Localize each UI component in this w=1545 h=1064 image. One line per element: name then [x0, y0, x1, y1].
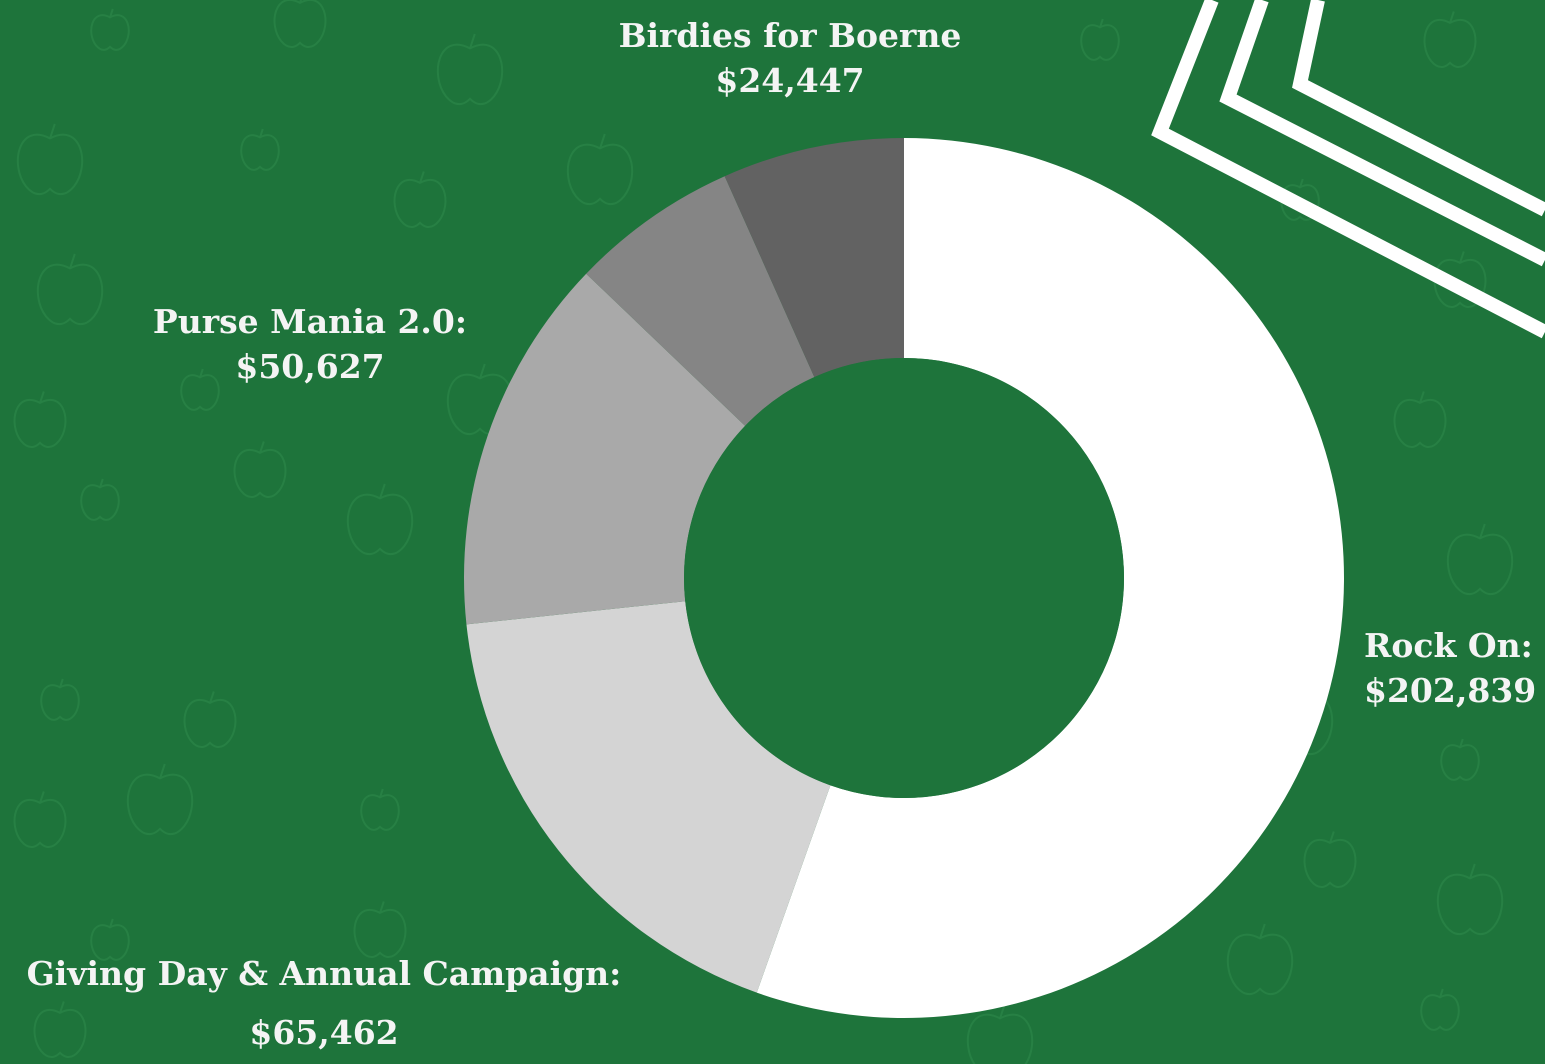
apple-icon: [1393, 391, 1447, 449]
apple-icon: [40, 678, 80, 721]
apple-icon: [360, 788, 400, 831]
apple-icon: [1420, 988, 1460, 1031]
apple-icon: [436, 33, 504, 106]
apple-icon: [80, 478, 120, 521]
apple-icon: [566, 133, 634, 206]
apple-icon: [393, 171, 447, 229]
slice-label-name: Birdies for Boerne: [618, 16, 962, 55]
slice-label-name: Rock On:: [1364, 626, 1533, 665]
donut-slice-2: [464, 273, 746, 625]
apple-icon: [36, 253, 104, 326]
donut-slice-4: [724, 138, 904, 378]
label-purse-mania: Purse Mania 2.0: $50,627: [120, 300, 500, 389]
apple-icon: [13, 391, 67, 449]
donut-slice-1: [466, 601, 831, 993]
apple-icon: [183, 691, 237, 749]
apple-icon: [1303, 831, 1357, 889]
apple-icon: [346, 483, 414, 556]
label-giving-day: Giving Day & Annual Campaign: $65,462: [0, 952, 648, 1055]
donut-hole: [684, 358, 1124, 798]
apple-icon: [233, 441, 287, 499]
apple-icon: [1423, 11, 1477, 69]
apple-icon: [1440, 738, 1480, 781]
apple-icon: [966, 1003, 1034, 1064]
apple-icon: [180, 368, 220, 411]
corner-chevron-stripes: [1151, 0, 1545, 339]
apple-icon: [1080, 18, 1120, 61]
apple-icon: [33, 1001, 87, 1059]
slice-label-value: $202,839: [1364, 670, 1537, 710]
slice-label-value: $65,462: [249, 1012, 399, 1052]
donut-slice-3: [586, 176, 815, 426]
donut-chart: [464, 138, 1344, 1019]
slice-label-name: Purse Mania 2.0:: [152, 302, 468, 341]
label-birdies-for-boerne: Birdies for Boerne $24,447: [560, 14, 1020, 103]
apple-icon: [90, 8, 130, 51]
slice-label-value: $24,447: [715, 60, 865, 100]
apple-icon: [16, 123, 84, 196]
label-rock-on: Rock On: $202,839: [1320, 624, 1545, 713]
apple-icon: [13, 791, 67, 849]
apple-icon: [240, 128, 280, 171]
apple-icon: [126, 763, 194, 836]
slice-label-name: Giving Day & Annual Campaign:: [26, 954, 622, 993]
apple-icon: [273, 0, 327, 49]
apple-icon: [1226, 923, 1294, 996]
apple-icon: [1436, 863, 1504, 936]
donut-slice-0: [756, 138, 1344, 1019]
apple-icon: [90, 918, 130, 961]
apple-icon: [1446, 523, 1514, 596]
apple-icon: [353, 901, 407, 959]
slice-label-value: $50,627: [235, 346, 385, 386]
